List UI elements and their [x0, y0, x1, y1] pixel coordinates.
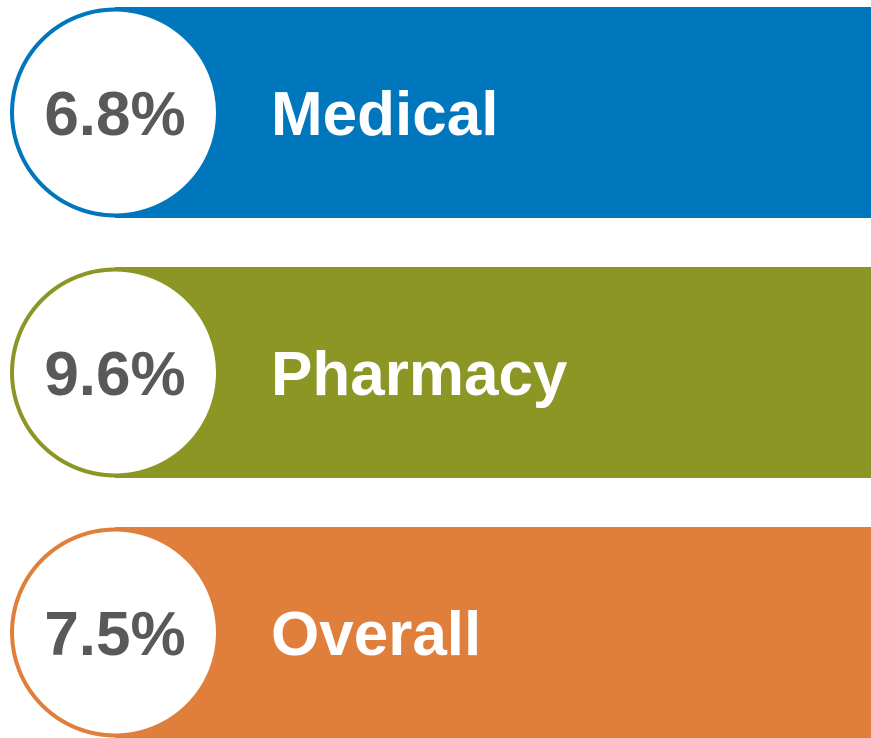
category-label: Pharmacy: [271, 340, 568, 409]
banner: [115, 7, 871, 218]
banner: [115, 267, 871, 478]
percentage: 7.5%: [44, 600, 185, 669]
category-label: Overall: [271, 600, 481, 669]
percentage: 9.6%: [44, 340, 185, 409]
badge: [10, 7, 220, 218]
badge: [10, 527, 220, 738]
category-label: Medical: [271, 80, 498, 149]
percentage: 6.8%: [44, 80, 185, 149]
badge: [10, 267, 220, 478]
banner: [115, 527, 871, 738]
